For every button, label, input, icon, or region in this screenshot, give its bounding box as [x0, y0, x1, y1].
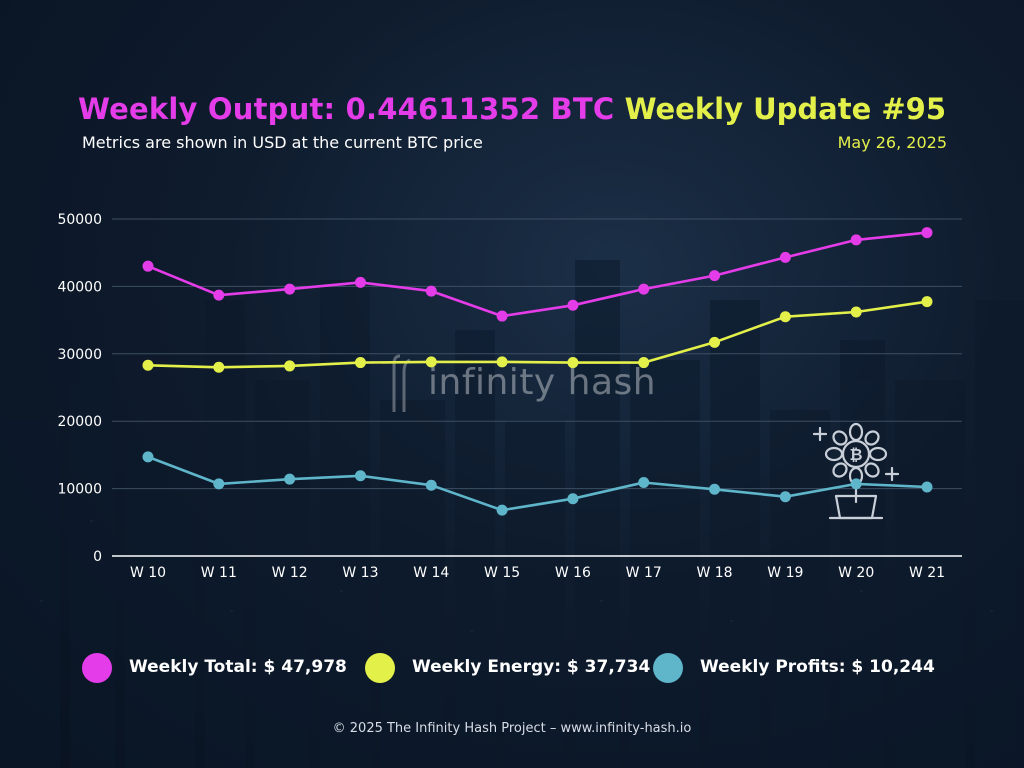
copyright-footer: © 2025 The Infinity Hash Project – www.i… [332, 721, 692, 736]
legend-dot-profits [653, 653, 683, 683]
data-point-weekly-total [638, 283, 650, 295]
x-tick-label: W 17 [626, 565, 662, 581]
brand-watermark: infinity hash [428, 362, 657, 403]
y-tick-label: 10000 [57, 482, 102, 498]
data-point-weekly-total [284, 283, 296, 295]
x-tick-label: W 12 [272, 565, 308, 581]
svg-text:₿: ₿ [849, 445, 862, 464]
data-point-weekly-energy [354, 357, 366, 369]
y-tick-label: 50000 [57, 212, 102, 228]
data-point-weekly-profits [921, 481, 933, 493]
data-point-weekly-profits [850, 478, 862, 490]
legend-label-profits: Weekly Profits: $ 10,244 [700, 657, 935, 677]
data-point-weekly-energy [213, 361, 225, 373]
data-point-weekly-total [921, 227, 933, 239]
x-tick-label: W 14 [413, 565, 449, 581]
legend-dot-total [82, 653, 112, 683]
data-point-weekly-energy [638, 357, 650, 369]
data-point-weekly-energy [284, 360, 296, 372]
series-line-weekly-energy [147, 300, 928, 369]
x-tick-label: W 10 [130, 565, 166, 581]
legend-label-energy: Weekly Energy: $ 37,734 [412, 657, 651, 677]
data-point-weekly-energy [850, 306, 862, 318]
data-point-weekly-profits [142, 451, 154, 463]
legend-label-total: Weekly Total: $ 47,978 [129, 657, 347, 677]
data-point-weekly-total [850, 234, 862, 246]
chart-subtitle: Metrics are shown in USD at the current … [82, 133, 483, 152]
y-tick-label: 20000 [57, 414, 102, 430]
data-point-weekly-profits [496, 504, 508, 516]
x-tick-label: W 20 [838, 565, 874, 581]
y-tick-label: 30000 [57, 347, 102, 363]
data-point-weekly-total [354, 276, 366, 288]
series-line-weekly-total [147, 231, 928, 318]
data-point-weekly-total [213, 289, 225, 301]
data-point-weekly-profits [284, 473, 296, 485]
series-line-weekly-profits [147, 455, 928, 512]
x-tick-label: W 11 [201, 565, 237, 581]
weekly-output-title: Weekly Output: 0.44611352 BTC [78, 92, 615, 126]
weekly-update-title: Weekly Update #95 [624, 92, 946, 126]
infinity-hash-logo-icon [392, 354, 411, 412]
data-point-weekly-profits [567, 493, 579, 505]
data-point-weekly-energy [142, 359, 154, 371]
data-point-weekly-energy [709, 336, 721, 348]
data-point-weekly-energy [496, 356, 508, 368]
data-point-weekly-total [779, 251, 791, 263]
data-point-weekly-profits [709, 483, 721, 495]
data-point-weekly-energy [425, 356, 437, 368]
data-point-weekly-energy [921, 296, 933, 308]
data-point-weekly-total [709, 270, 721, 282]
data-point-weekly-total [496, 310, 508, 322]
data-point-weekly-profits [354, 470, 366, 482]
y-tick-label: 40000 [57, 279, 102, 295]
data-point-weekly-profits [213, 478, 225, 490]
x-tick-label: W 15 [484, 565, 520, 581]
data-point-weekly-energy [567, 357, 579, 369]
y-tick-label: 0 [93, 549, 102, 565]
x-tick-label: W 13 [342, 565, 378, 581]
legend-dot-energy [365, 653, 395, 683]
data-point-weekly-profits [638, 477, 650, 489]
x-tick-label: W 21 [909, 565, 945, 581]
x-tick-label: W 19 [767, 565, 803, 581]
data-point-weekly-profits [425, 479, 437, 491]
update-date: May 26, 2025 [837, 133, 947, 152]
x-tick-label: W 18 [696, 565, 732, 581]
bitcoin-plant-icon: ₿ [812, 422, 900, 520]
data-point-weekly-profits [779, 491, 791, 503]
data-point-weekly-total [142, 260, 154, 272]
data-point-weekly-total [425, 285, 437, 297]
x-tick-label: W 16 [555, 565, 591, 581]
data-point-weekly-total [567, 299, 579, 311]
data-point-weekly-energy [779, 311, 791, 323]
